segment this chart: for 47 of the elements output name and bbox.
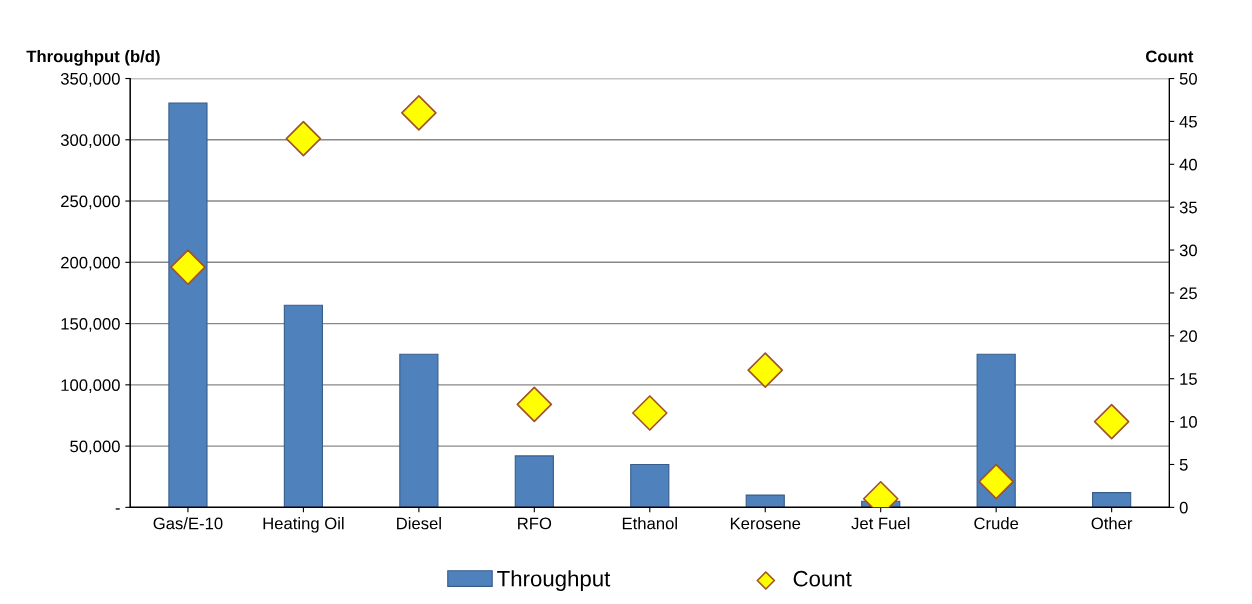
point [401, 94, 437, 131]
y2-tick-label: 35 [1179, 201, 1197, 214]
x-tick-label: Jet Fuel [851, 517, 910, 530]
x-tick-label: Ethanol [622, 517, 677, 530]
y2-tick-label: 25 [1179, 287, 1197, 300]
y2-tick-label: 40 [1179, 158, 1197, 171]
y-tick-label: 300,000 [60, 134, 120, 148]
point [747, 352, 784, 388]
y-tick-label: 200,000 [61, 256, 120, 271]
x-tick-label: RFO [518, 517, 552, 530]
y2-tick-label: 5 [1179, 459, 1188, 471]
point [978, 463, 1015, 500]
y-tick-label: 150,000 [61, 317, 120, 332]
x-tick-label: Gas/E-10 [153, 517, 223, 530]
bar [1092, 492, 1132, 508]
y-tick-label: 100,000 [61, 379, 120, 394]
point [170, 249, 206, 286]
y2-tick-label: 10 [1180, 415, 1197, 428]
point [285, 120, 322, 157]
y-axis-title: Throughput (b/d) [26, 50, 160, 66]
legend-label: Throughput [497, 570, 611, 591]
bar [399, 353, 439, 508]
point [631, 395, 668, 431]
bar [168, 102, 208, 508]
y2-tick-label: 15 [1180, 373, 1197, 385]
y-tick-label: 250,000 [61, 195, 120, 210]
x-tick-label: Kerosene [730, 517, 801, 530]
point [516, 386, 553, 423]
legend-label: Count [793, 570, 852, 587]
bar [283, 304, 324, 508]
y-tick-label: 350,000 [60, 72, 120, 87]
x-tick-label: Diesel [397, 517, 441, 530]
y2-tick-label: 30 [1179, 244, 1197, 257]
x-tick-label: Heating Oil [263, 517, 344, 533]
y-tick-label: 50,000 [70, 440, 120, 455]
y2-tick-label: 45 [1179, 115, 1197, 128]
bar [630, 463, 670, 508]
y2-tick-label: 50 [1179, 72, 1197, 85]
x-tick-label: Other [1091, 517, 1133, 530]
y2-tick-label: 20 [1179, 330, 1197, 343]
bar [514, 455, 554, 508]
y-tick-label: - [115, 508, 120, 510]
y2-tick-label: 0 [1179, 501, 1188, 514]
x-tick-label: Crude [974, 517, 1019, 530]
y2-axis-title: Count [1145, 50, 1194, 63]
bar [745, 494, 785, 508]
point [1093, 403, 1130, 440]
